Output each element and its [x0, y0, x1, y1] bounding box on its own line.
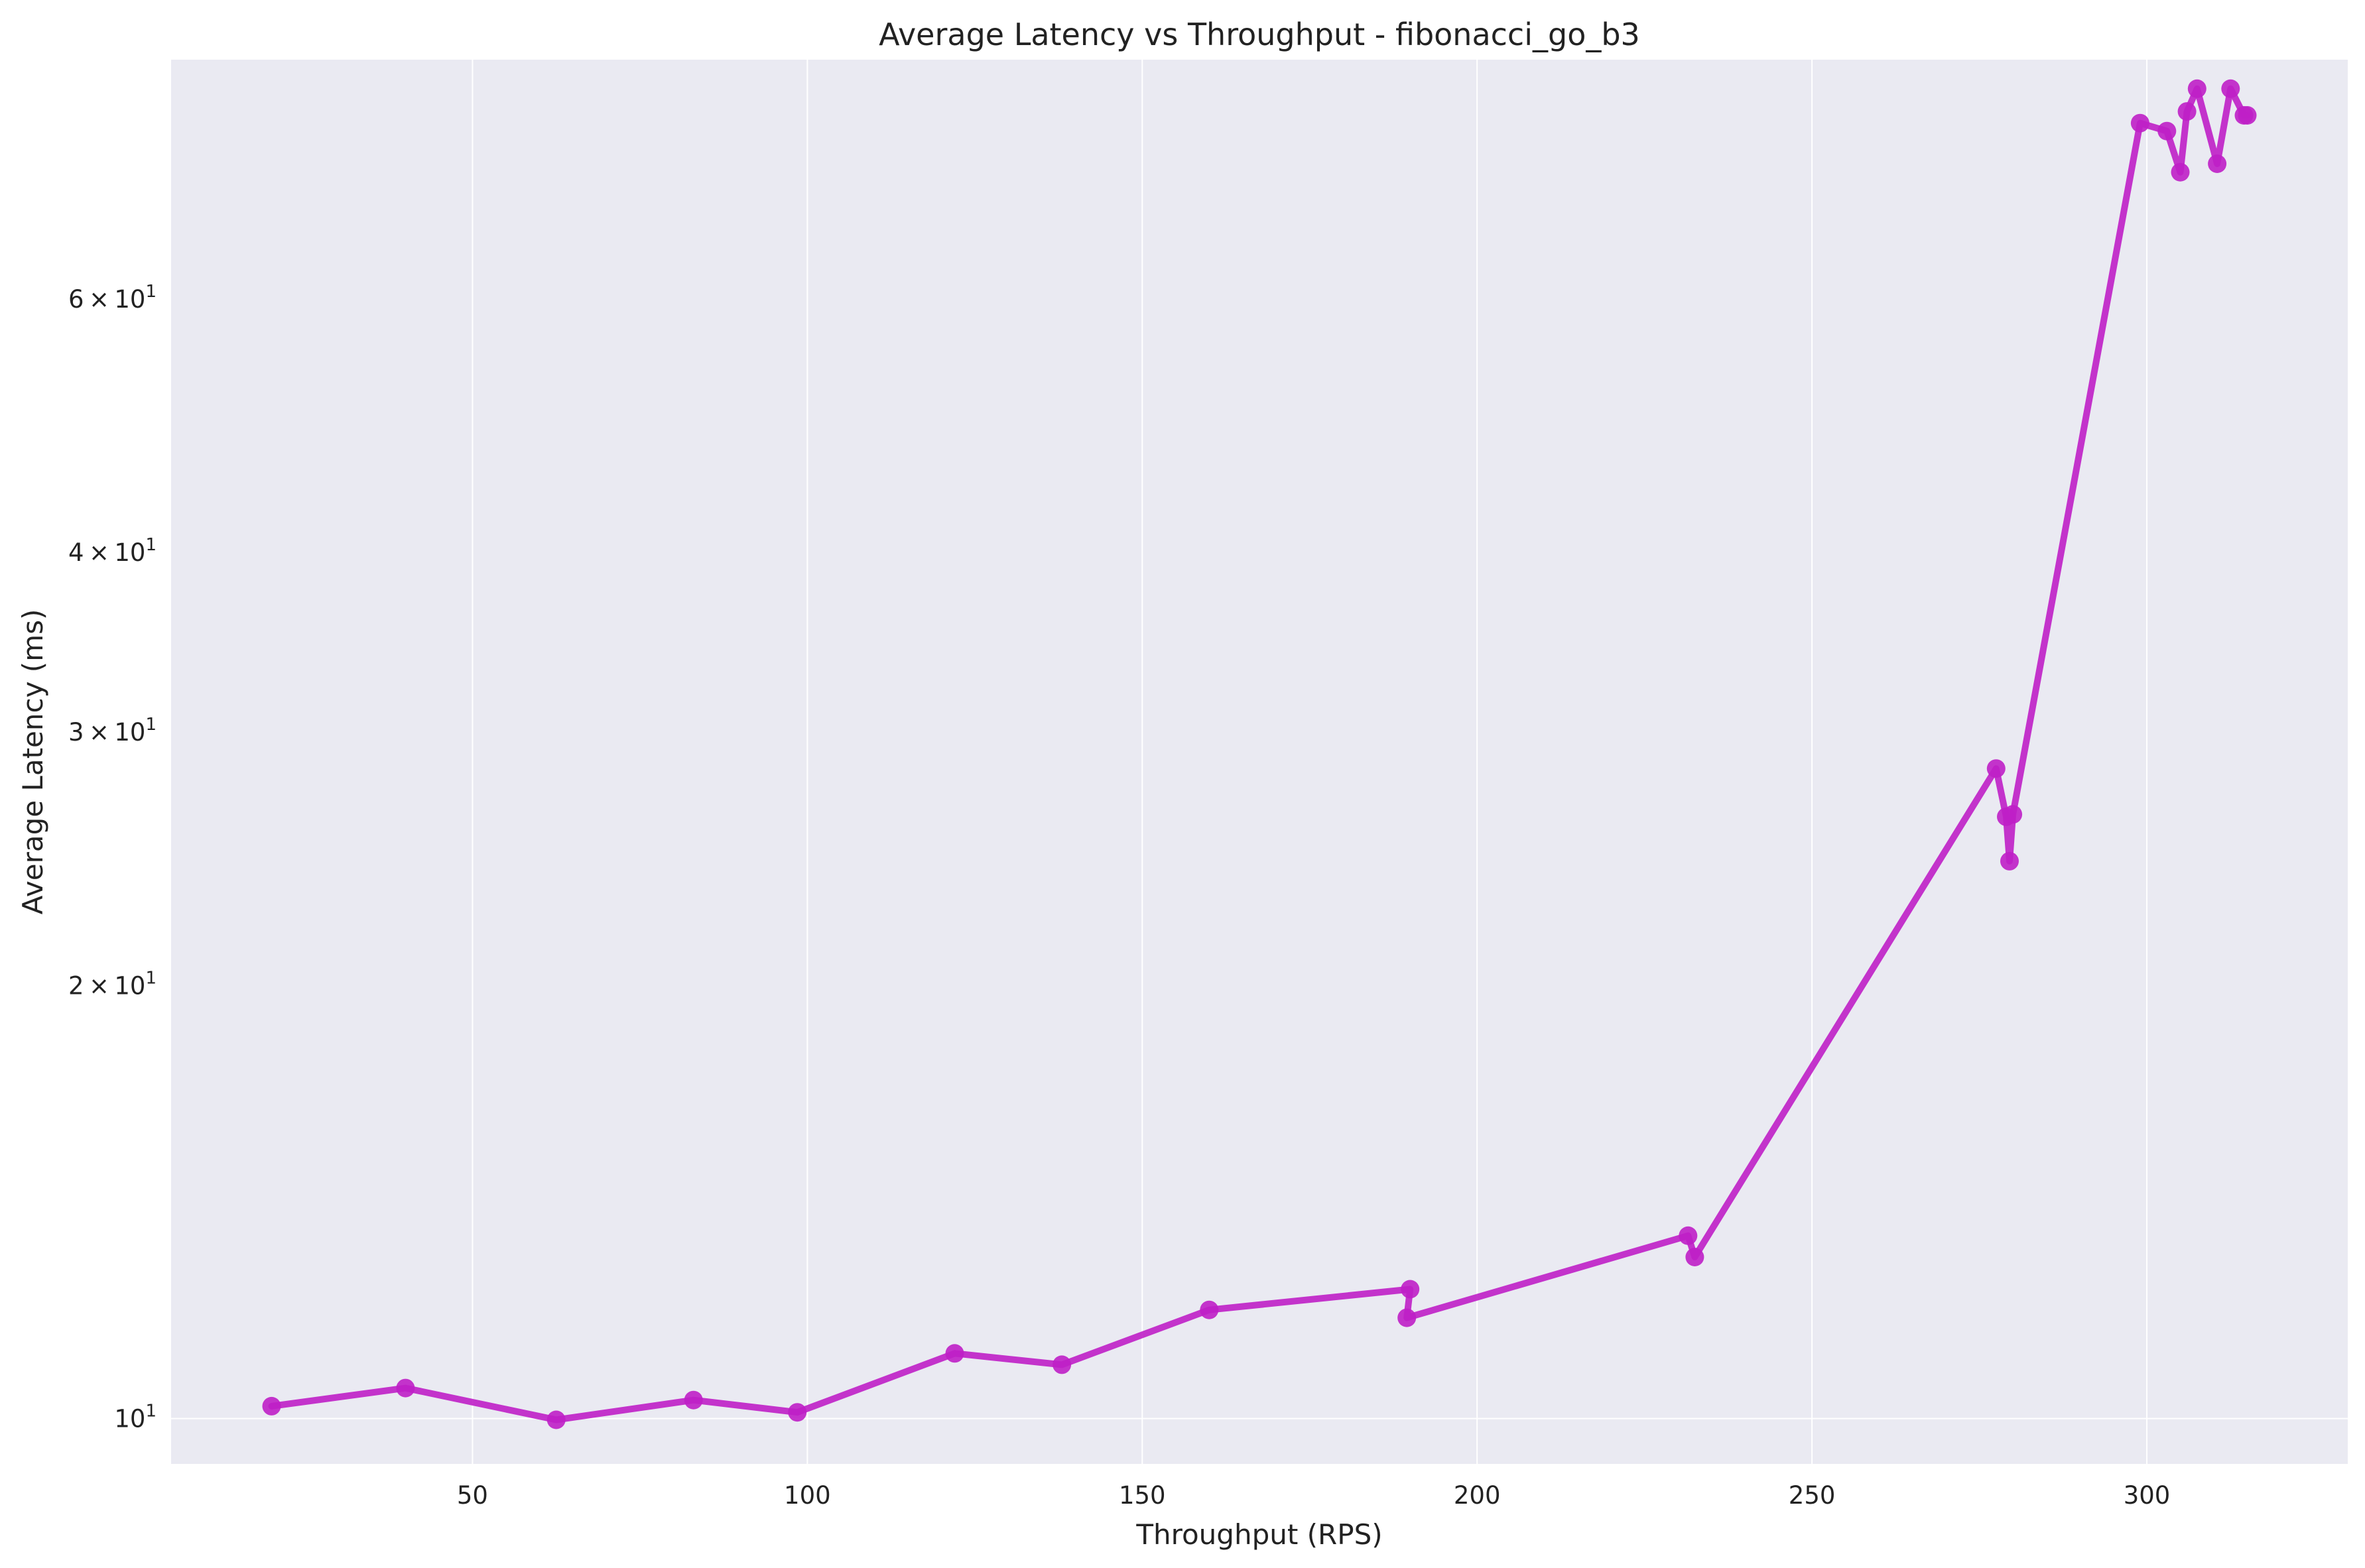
data-point — [2171, 162, 2190, 182]
y-tick-label: 101 — [114, 1402, 157, 1433]
chart-title: Average Latency vs Throughput - fibonacc… — [879, 17, 1640, 52]
data-point — [1986, 759, 2006, 778]
data-point — [1200, 1300, 1219, 1319]
x-tick-label: 150 — [1119, 1481, 1166, 1510]
y-tick-label: 6 × 101 — [68, 282, 157, 314]
x-axis-label: Throughput (RPS) — [1135, 1518, 1382, 1551]
x-tick-label: 200 — [1454, 1481, 1501, 1510]
data-point — [788, 1403, 807, 1422]
x-tick-label: 250 — [1789, 1481, 1836, 1510]
y-tick-label: 3 × 101 — [68, 715, 157, 747]
y-tick-label: 2 × 101 — [68, 968, 157, 1000]
data-point — [2187, 79, 2206, 98]
x-tick-label: 50 — [457, 1481, 488, 1510]
grid — [171, 60, 2348, 1464]
data-point — [396, 1378, 415, 1398]
y-tick-labels: 101 2 × 101 3 × 101 4 × 101 6 × 101 — [68, 282, 157, 1433]
data-point — [1679, 1226, 1698, 1245]
data-point — [2177, 102, 2197, 121]
data-point — [1401, 1280, 1420, 1299]
x-tick-label: 100 — [784, 1481, 831, 1510]
data-point — [2157, 121, 2177, 141]
y-tick-label: 4 × 101 — [68, 535, 157, 567]
data-point — [2000, 851, 2019, 871]
data-point — [1685, 1248, 1704, 1266]
data-point — [2130, 113, 2149, 133]
data-point — [684, 1390, 703, 1410]
data-point — [1053, 1355, 1072, 1374]
data-point — [546, 1410, 566, 1429]
data-point — [1397, 1308, 1417, 1327]
y-axis-label: Average Latency (ms) — [17, 609, 49, 915]
x-tick-labels: 50 100 150 200 250 300 — [457, 1481, 2170, 1510]
data-point — [2208, 154, 2227, 173]
plot-area — [171, 60, 2348, 1464]
series-group — [262, 79, 2257, 1429]
data-point — [262, 1396, 281, 1416]
data-point — [945, 1344, 964, 1363]
data-point — [2238, 106, 2257, 125]
x-tick-label: 300 — [2124, 1481, 2171, 1510]
data-point — [2221, 79, 2240, 98]
data-point — [2004, 805, 2023, 824]
